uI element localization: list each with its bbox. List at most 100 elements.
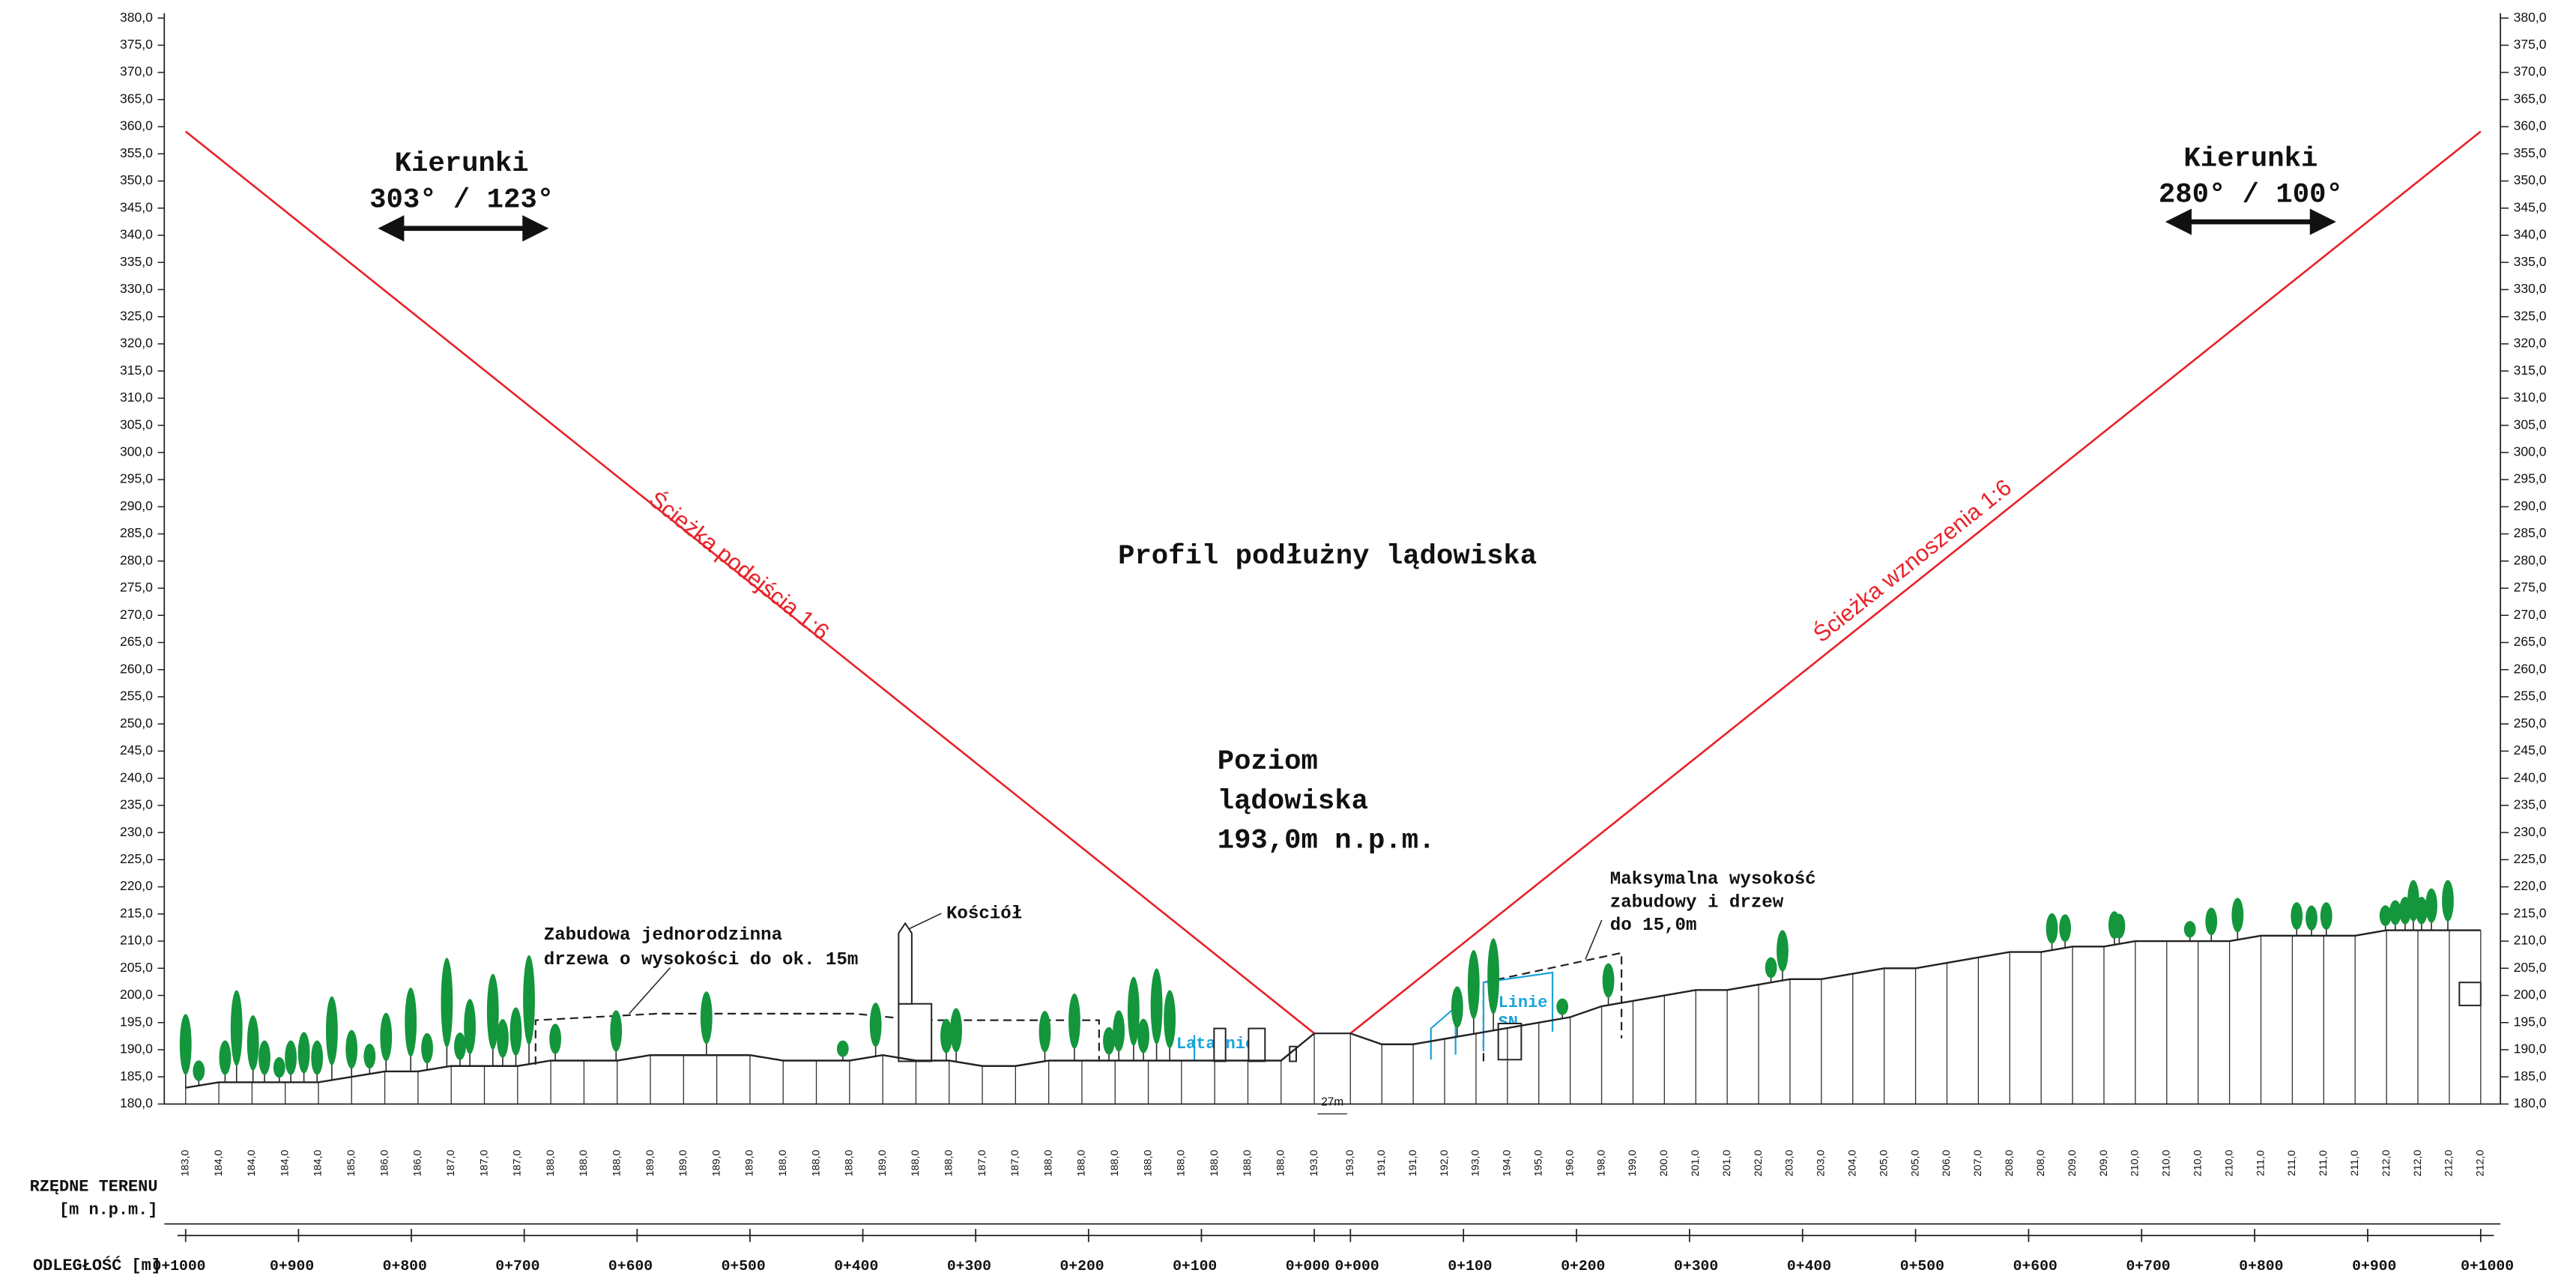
terrain-elevation: 212,0 <box>2412 1149 2424 1176</box>
terrain-elevation: 187,0 <box>445 1149 457 1176</box>
y-tick-label: 200,0 <box>2514 987 2547 1002</box>
y-tick-label: 345,0 <box>120 199 153 214</box>
terrain-elevation: 212,0 <box>2380 1149 2392 1176</box>
y-tick-label: 365,0 <box>120 91 153 106</box>
y-tick-label: 215,0 <box>120 905 153 920</box>
distance-tick-label: 0+400 <box>1787 1258 1831 1275</box>
tree <box>363 1044 376 1069</box>
y-tick-label: 185,0 <box>120 1068 153 1083</box>
y-tick-label: 370,0 <box>2514 64 2547 79</box>
church-label: Kościół <box>946 904 1022 925</box>
y-tick-label: 305,0 <box>2514 417 2547 432</box>
y-tick-label: 265,0 <box>120 634 153 649</box>
terrain-elevation: 205,0 <box>1909 1149 1921 1176</box>
terrain-elevation: 196,0 <box>1564 1149 1576 1176</box>
terrain-elevation: 186,0 <box>378 1149 390 1176</box>
tree <box>193 1060 205 1081</box>
distance-tick-label: 0+500 <box>1900 1258 1944 1275</box>
terrain-label: [m n.p.m.] <box>59 1200 157 1219</box>
y-tick-label: 305,0 <box>120 417 153 432</box>
y-tick-label: 300,0 <box>2514 444 2547 459</box>
tree <box>1150 968 1163 1044</box>
tree <box>405 988 417 1057</box>
tree <box>1765 957 1777 979</box>
terrain-elevation: 210,0 <box>2161 1149 2173 1176</box>
terrain-elevation: 188,0 <box>611 1149 623 1176</box>
y-tick-label: 195,0 <box>2514 1014 2547 1029</box>
terrain-elevation: 189,0 <box>877 1149 889 1176</box>
direction-label: Kierunki <box>395 148 529 180</box>
terrain-elevation: 198,0 <box>1595 1149 1607 1176</box>
distance-tick-label: 0+900 <box>270 1258 314 1275</box>
tree <box>2389 900 2401 925</box>
tree <box>2379 905 2392 926</box>
tree <box>2183 921 2196 938</box>
distance-label: ODLEGŁOŚĆ [m] <box>33 1256 161 1275</box>
distance-tick-label: 0+200 <box>1561 1258 1605 1275</box>
tree <box>1487 938 1499 1015</box>
y-tick-label: 215,0 <box>2514 905 2547 920</box>
y-tick-label: 270,0 <box>2514 607 2547 622</box>
climb-label: Ścieżka wznoszenia 1:6 <box>1808 474 2016 647</box>
tree <box>1128 976 1140 1046</box>
tree <box>1038 1011 1051 1053</box>
y-tick-label: 355,0 <box>120 145 153 160</box>
terrain-elevation: 188,0 <box>578 1149 590 1176</box>
tree <box>836 1040 849 1057</box>
terrain-elevation: 200,0 <box>1658 1149 1670 1176</box>
tree <box>2059 914 2071 943</box>
y-tick-label: 240,0 <box>120 769 153 784</box>
tree <box>940 1018 952 1053</box>
terrain-elevation: 186,0 <box>412 1149 424 1176</box>
tree <box>1556 998 1569 1015</box>
y-tick-label: 335,0 <box>120 254 153 269</box>
helipad-level: lądowiska <box>1218 786 1368 817</box>
y-tick-label: 360,0 <box>2514 118 2547 133</box>
tree <box>2046 913 2058 944</box>
terrain-elevation: 187,0 <box>478 1149 490 1176</box>
y-tick-label: 230,0 <box>120 824 153 839</box>
y-tick-label: 255,0 <box>120 689 153 704</box>
terrain-elevation: 211,0 <box>2255 1150 2267 1176</box>
y-tick-label: 375,0 <box>120 37 153 52</box>
y-tick-label: 375,0 <box>2514 37 2547 52</box>
y-tick-label: 265,0 <box>2514 634 2547 649</box>
terrain-line <box>1349 929 2481 1045</box>
terrain-elevation: 210,0 <box>2223 1149 2235 1176</box>
tree <box>1113 1010 1125 1052</box>
y-tick-label: 355,0 <box>2514 145 2547 160</box>
terrain-elevation: 188,0 <box>777 1149 789 1176</box>
terrain-elevation: 183,0 <box>180 1149 192 1176</box>
terrain-elevation: 188,0 <box>1042 1149 1054 1176</box>
terrain-elevation: 203,0 <box>1784 1149 1796 1176</box>
tree <box>326 996 338 1065</box>
y-tick-label: 285,0 <box>120 525 153 540</box>
approach-label: Ścieżka podejścia 1:6 <box>644 486 835 645</box>
terrain-elevation: 201,0 <box>1690 1149 1702 1176</box>
y-tick-label: 380,0 <box>2514 10 2547 25</box>
tree <box>454 1032 466 1060</box>
helipad-level: 193,0m n.p.m. <box>1218 825 1436 856</box>
y-tick-label: 210,0 <box>120 933 153 948</box>
climb-path <box>1349 130 2482 1035</box>
terrain-elevation: 189,0 <box>710 1149 722 1176</box>
distance-tick-label: 0+100 <box>1173 1258 1217 1275</box>
tree <box>610 1010 623 1052</box>
y-tick-label: 245,0 <box>120 743 153 758</box>
y-tick-label: 310,0 <box>120 390 153 405</box>
leader <box>1585 919 1603 960</box>
tree <box>2320 902 2332 930</box>
helipad-level: Poziom <box>1218 746 1318 778</box>
tree <box>2231 898 2244 933</box>
terrain-elevation: 193,0 <box>1470 1149 1482 1176</box>
y-tick-label: 260,0 <box>2514 661 2547 676</box>
y-tick-label: 195,0 <box>120 1014 153 1029</box>
power-lines <box>1193 971 1554 1062</box>
terrain-elevation: 211,0 <box>2286 1150 2298 1176</box>
distance-tick-label: 0+500 <box>722 1258 766 1275</box>
terrain-elevation: 188,0 <box>1275 1149 1287 1176</box>
tree <box>345 1029 358 1069</box>
y-tick-label: 255,0 <box>2514 689 2547 704</box>
tree <box>258 1040 270 1075</box>
